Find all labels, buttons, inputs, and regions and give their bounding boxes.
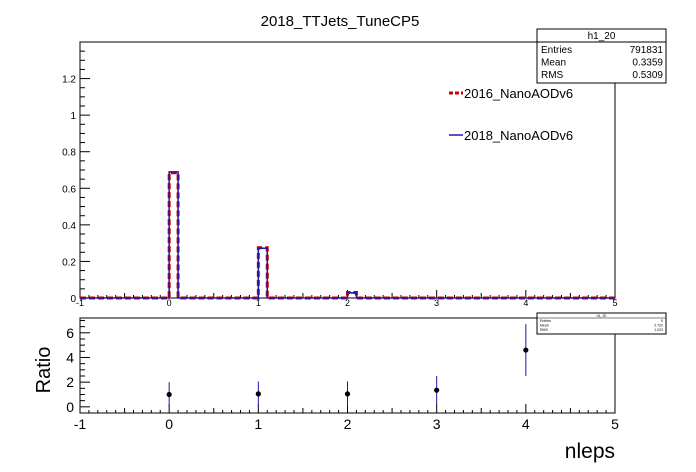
x-tick-label: 1 [254, 416, 262, 432]
legend-entry: 2016_NanoAODv6 [464, 86, 573, 101]
y-tick-label: 0 [70, 294, 76, 305]
stats-label: RMS [541, 70, 564, 81]
x-tick-label: 0 [167, 298, 172, 308]
stats-value: 0.3359 [632, 58, 663, 69]
chart-title: 2018_TTJets_TuneCP5 [261, 13, 420, 30]
stats-label: Entries [541, 45, 572, 56]
y-tick-label: 0.4 [62, 221, 76, 232]
ratio-point [166, 391, 172, 398]
ratio-stats-value: 2.722 [654, 324, 663, 328]
y-axis-label: Ratio [33, 347, 55, 394]
stats-value: 791831 [630, 45, 664, 56]
histogram-2018_NanoAODv6 [80, 171, 615, 299]
x-tick-label: 2 [345, 298, 350, 308]
x-tick-label: -1 [74, 416, 87, 432]
stats-value: 0.5309 [632, 70, 663, 81]
ratio-point [255, 391, 261, 397]
x-tick-label: 4 [523, 298, 528, 308]
y-tick-label: 0 [66, 399, 74, 415]
ratio-stats-label: RMS [540, 328, 548, 332]
y-tick-label: 0.8 [62, 148, 76, 159]
stats-box-border [536, 28, 667, 84]
ratio-points [166, 324, 529, 407]
y-tick-label: 1 [70, 111, 76, 122]
y-tick-label: 2 [66, 374, 74, 390]
y-tick-label: 0.2 [62, 257, 76, 268]
top-plot-border [79, 41, 616, 299]
ratio-stats-box: h1_20 Entries 5 Mean 2.722 RMS 1.023 [536, 312, 667, 335]
y-tick-label: 4 [66, 349, 74, 365]
ratio-stats-value: 5 [661, 319, 663, 323]
ratio-stats-label: Mean [540, 324, 549, 328]
x-tick-label: 5 [611, 416, 619, 432]
x-axis-label: nleps [565, 440, 615, 463]
ratio-point [434, 387, 440, 393]
ratio-stats-name: h1_20 [597, 314, 607, 318]
y-tick-label: 1.2 [62, 75, 76, 86]
x-tick-label: 1 [256, 298, 261, 308]
ratio-point [523, 347, 529, 353]
top-axis-ticks: -1 0 1 2 3 4 500.20.40.60.811.2 [62, 41, 618, 308]
x-tick-label: -1 [76, 298, 84, 308]
x-tick-label: 3 [434, 298, 439, 308]
legend-entry: 2018_NanoAODv6 [464, 128, 573, 143]
ratio-stats-label: Entries [540, 319, 551, 323]
ratio-stats-value: 1.023 [654, 328, 663, 332]
top-stats-box: h1_20 Entries 791831 Mean 0.3359 RMS 0.5309 [536, 28, 667, 84]
x-tick-label: 3 [433, 416, 441, 432]
legend: 2016_NanoAODv6 2018_NanoAODv6 [449, 86, 573, 143]
x-tick-label: 5 [612, 298, 617, 308]
x-tick-label: 4 [522, 416, 530, 432]
x-tick-label: 2 [344, 416, 352, 432]
top-histograms [80, 171, 615, 300]
ratio-point [344, 391, 351, 397]
y-tick-label: 6 [66, 325, 74, 341]
top-plot-frame [79, 41, 616, 299]
histogram-2016_NanoAODv6 [80, 171, 615, 300]
stats-label: Mean [541, 58, 566, 69]
stats-box-name: h1_20 [588, 31, 616, 42]
x-tick-label: 0 [165, 416, 173, 432]
y-tick-label: 0.6 [62, 184, 76, 195]
